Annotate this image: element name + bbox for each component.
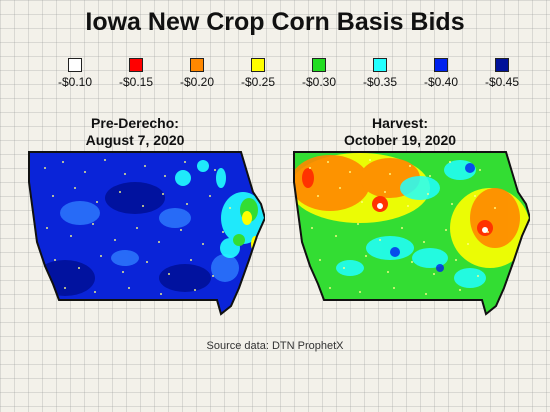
map-title-line1: Pre-Derecho:	[91, 115, 179, 131]
legend-item: -$0.45	[477, 58, 527, 89]
legend-swatch	[312, 58, 326, 72]
chart-title: Iowa New Crop Corn Basis Bids	[85, 8, 465, 36]
legend-swatch	[251, 58, 265, 72]
iowa-basis-map-pre-derecho	[28, 151, 265, 316]
legend-item: -$0.35	[355, 58, 405, 89]
legend-item: -$0.40	[416, 58, 466, 89]
legend-swatch	[190, 58, 204, 72]
map-title-pre-derecho: Pre-Derecho: August 7, 2020	[40, 115, 230, 149]
legend-swatch	[434, 58, 448, 72]
legend-label: -$0.40	[423, 75, 459, 89]
legend-label: -$0.10	[57, 75, 93, 89]
map-title-line2: August 7, 2020	[85, 132, 185, 148]
legend-swatch	[373, 58, 387, 72]
legend-label: -$0.15	[118, 75, 154, 89]
legend-swatch	[495, 58, 509, 72]
map-title-harvest: Harvest: October 19, 2020	[305, 115, 495, 149]
legend-label: -$0.35	[362, 75, 398, 89]
map-title-line2: October 19, 2020	[343, 132, 457, 148]
source-note: Source data: DTN ProphetX	[206, 340, 344, 352]
legend-label: -$0.20	[179, 75, 215, 89]
state-border	[28, 151, 265, 316]
state-border	[293, 151, 530, 316]
iowa-basis-map-harvest	[293, 151, 530, 316]
map-fill-harvest	[294, 152, 530, 314]
basis-legend: -$0.10 -$0.15 -$0.20 -$0.25 -$0.30 -$0.3…	[0, 58, 550, 98]
legend-item: -$0.10	[50, 58, 100, 89]
map-fill-pre	[29, 152, 265, 314]
legend-item: -$0.25	[233, 58, 283, 89]
legend-item: -$0.30	[294, 58, 344, 89]
legend-label: -$0.25	[240, 75, 276, 89]
legend-swatch	[68, 58, 82, 72]
legend-label: -$0.30	[301, 75, 337, 89]
legend-item: -$0.15	[111, 58, 161, 89]
map-title-line1: Harvest:	[371, 115, 429, 131]
legend-label: -$0.45	[484, 75, 520, 89]
legend-item: -$0.20	[172, 58, 222, 89]
legend-swatch	[129, 58, 143, 72]
